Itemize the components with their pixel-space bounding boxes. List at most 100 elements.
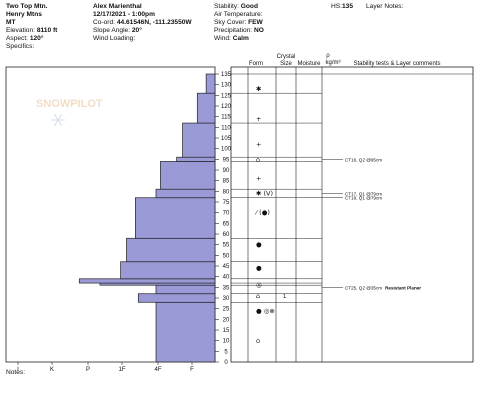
snowflake-icon: [51, 113, 65, 127]
grain-form-symbol: +: [256, 175, 261, 183]
stability-test-result: CT16, Q2 @95cm: [345, 157, 382, 162]
column-header-form: Form: [249, 61, 263, 67]
y-tick-label: 120: [221, 104, 232, 110]
y-tick-label: 70: [223, 211, 230, 217]
y-tick-label: 65: [223, 221, 230, 227]
grain-form-symbol: ⌂: [256, 155, 260, 163]
column-header-stability: Stability tests & Layer comments: [353, 61, 440, 67]
x-tick-label: F: [190, 367, 194, 373]
y-tick-label: 20: [223, 317, 230, 323]
hardness-bar: [78, 278, 216, 284]
observer-name: Alex Marienthal: [93, 3, 142, 10]
y-tick-label: 40: [223, 275, 230, 281]
grain-form-symbol: ◎: [256, 281, 262, 289]
grain-form-symbol: ⁄ (●): [254, 209, 270, 217]
y-tick-label: 115: [221, 115, 231, 121]
hardness-bar: [155, 188, 216, 199]
grain-form-symbol: ●: [256, 241, 262, 249]
observer-info: Alex Marienthal 12/17/2021 - 1:00pm Co-o…: [93, 3, 192, 43]
hardness-bar: [155, 284, 216, 295]
y-tick-label: 105: [221, 136, 232, 142]
hardness-bars: [78, 73, 216, 363]
elevation-value: 8110 ft: [36, 27, 58, 34]
y-tick-label: 50: [223, 253, 230, 259]
stability-test-result: CT18, Q1 @79cm: [345, 196, 382, 201]
y-tick-label: 0: [224, 360, 228, 366]
sky-label: Sky Cover:: [214, 19, 247, 26]
y-tick-label: 55: [223, 243, 230, 249]
height-axis: 0 5 10 15 20 25 30 35 40 45 50 55 60 65 70 75 80 85 90 95 10…: [215, 72, 232, 366]
grain-form-symbol: ✱ (V): [256, 189, 273, 197]
y-tick-label: 125: [221, 93, 232, 99]
y-tick-label: 30: [223, 296, 230, 302]
y-tick-label: 95: [223, 157, 230, 163]
precip-value: NO: [253, 27, 264, 34]
hardness-bar: [137, 293, 216, 303]
y-tick-label: 80: [223, 189, 230, 195]
wind-value: Calm: [232, 35, 249, 42]
y-tick-label: 75: [223, 200, 230, 206]
specifics-label: Specifics:: [6, 43, 35, 50]
stability-test-result: CT25, Q2 @35cm Resistant Planer: [345, 285, 421, 290]
elevation-label: Elevation:: [6, 27, 35, 34]
conditions-info: Stability: Good Air Temperature: Sky Cov…: [214, 3, 264, 43]
column-header-moisture: Moisture: [297, 61, 321, 67]
hs-info: HS:135: [331, 3, 353, 11]
precip-label: Precipitation:: [214, 27, 253, 34]
y-tick-label: 5: [224, 349, 228, 355]
y-tick-label: 10: [223, 339, 230, 345]
snowpilot-watermark: SNOWPILOT: [36, 98, 103, 127]
grain-form-symbol: ⌂: [256, 292, 260, 300]
sky-value: FEW: [248, 19, 263, 26]
x-tick-label: 4F: [154, 367, 161, 373]
hardness-bar: [176, 156, 216, 162]
grain-form-symbol: ⌂: [256, 337, 260, 345]
x-tick-label: P: [86, 367, 90, 373]
stability-value: Good: [240, 3, 258, 10]
range-name: Henry Mtns: [6, 11, 42, 18]
slope-label: Slope Angle:: [93, 27, 131, 34]
x-tick-label: I: [17, 367, 19, 373]
layer-table-frame: [230, 66, 474, 363]
y-tick-label: 110: [221, 125, 231, 131]
observation-datetime: 12/17/2021 - 1:00pm: [93, 11, 155, 18]
grain-form-symbol: +: [256, 140, 261, 148]
state: MT: [6, 19, 16, 26]
y-tick-label: 130: [221, 83, 232, 89]
hs-value: 135: [342, 3, 354, 10]
hs-label: HS:: [331, 3, 342, 10]
grain-form-symbol: ✱: [256, 85, 261, 93]
hardness-bar: [196, 92, 216, 124]
stability-label: Stability:: [214, 3, 239, 10]
grain-form-symbol: ●: [256, 264, 262, 272]
test-comment: Resistant Planer: [385, 285, 421, 290]
y-tick-label: 35: [223, 285, 230, 291]
layer-table: Crystal Form Size Moisture ρkg/m³ Stability t…: [231, 53, 473, 362]
hardness-bar: [160, 161, 216, 190]
wind-label: Wind:: [214, 35, 231, 42]
air-temp-label: Air Temperature:: [214, 11, 263, 18]
column-header-crystal: Crystal: [277, 54, 296, 60]
y-tick-label: 60: [223, 232, 230, 238]
y-tick-label: 85: [223, 179, 230, 185]
column-header-rho: ρ: [326, 53, 330, 59]
x-tick-label: K: [50, 367, 54, 373]
y-tick-label: 45: [223, 264, 230, 270]
grain-form-symbol: ● ◎⊗: [256, 307, 275, 315]
hardness-bar: [120, 261, 216, 280]
hardness-bar: [182, 122, 216, 158]
stability-test-result: CT17, Q1 @79cm: [345, 191, 382, 196]
column-header-size: Size: [280, 61, 292, 67]
notes-label: Notes:: [6, 369, 26, 376]
aspect-value: 120°: [29, 35, 44, 42]
watermark-text: SNOWPILOT: [36, 98, 103, 110]
y-tick-label: 135: [221, 72, 232, 78]
hardness-bar: [126, 237, 216, 263]
wind-loading-label: Wind Loading:: [93, 35, 136, 42]
site-info: Two Top Mtn. Henry Mtns MT Elevation: 81…: [6, 3, 57, 51]
column-header-rho-unit: kg/m³: [326, 60, 341, 66]
y-tick-label: 25: [223, 307, 230, 313]
grain-form-symbol: +: [256, 115, 261, 123]
y-tick-label: 90: [223, 168, 230, 174]
